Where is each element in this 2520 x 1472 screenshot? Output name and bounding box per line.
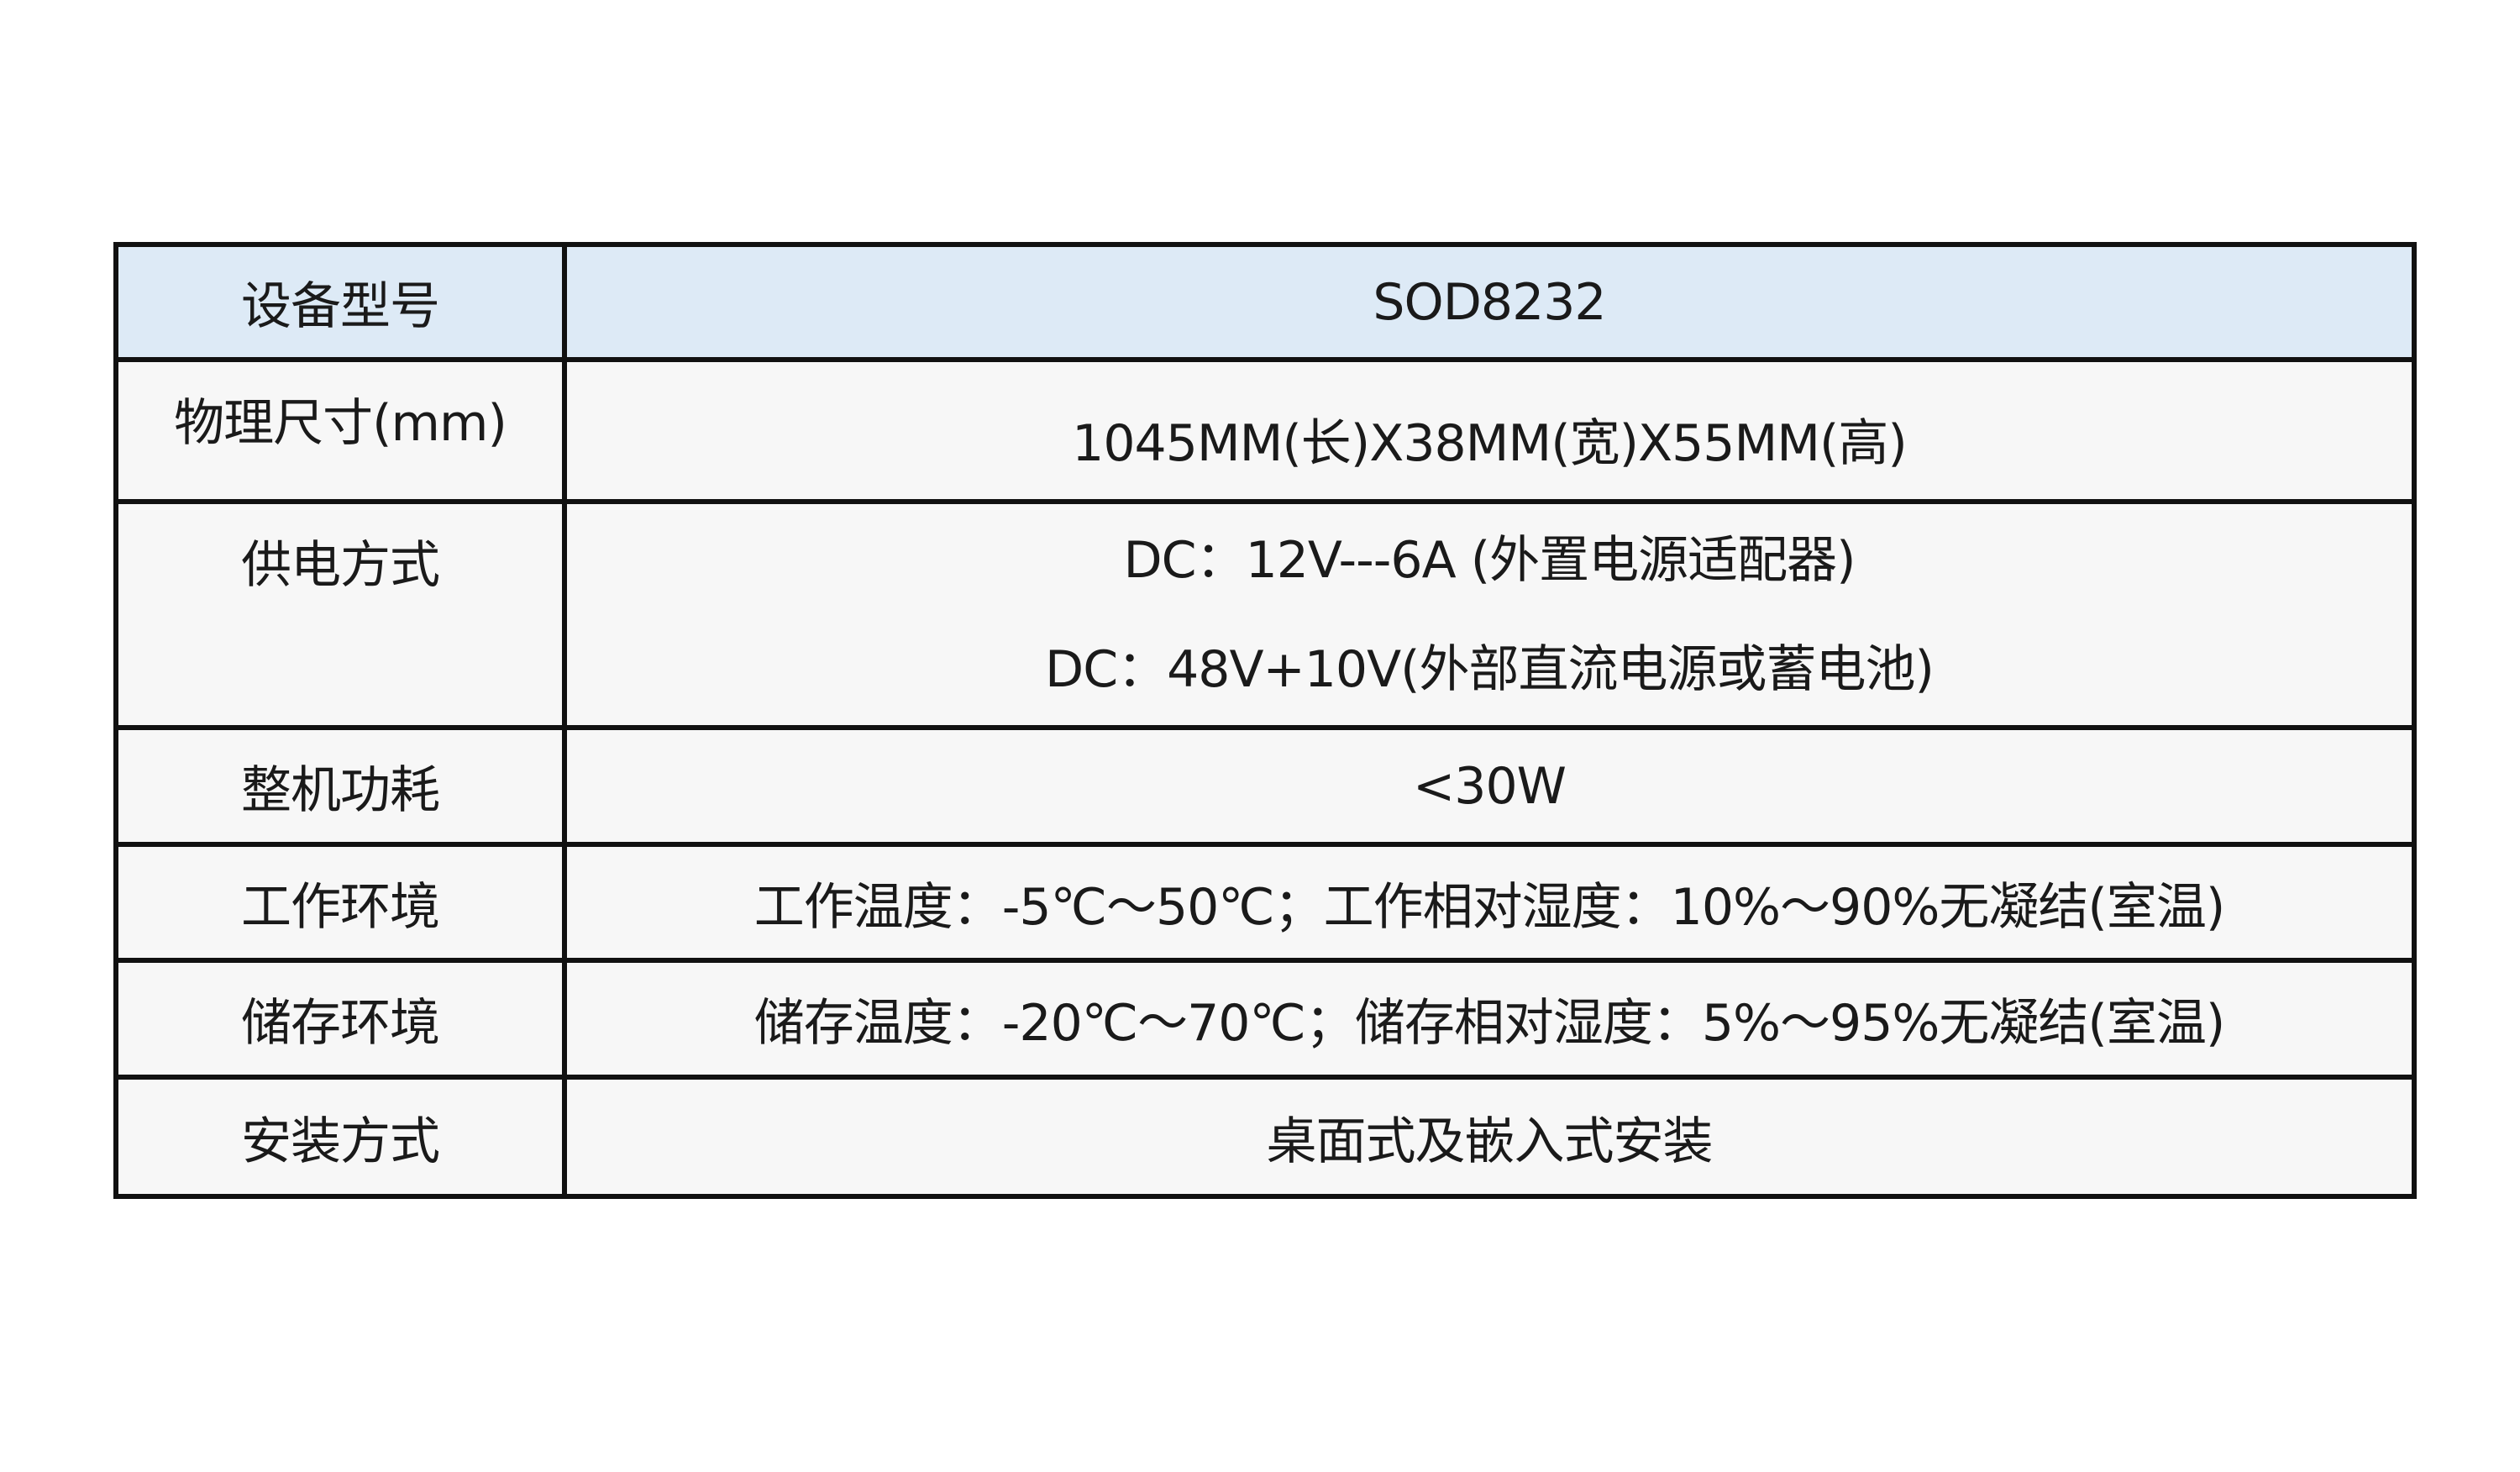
row-value: SOD8232: [562, 242, 2417, 362]
row-value: 储存温度：-20℃～70℃；储存相对湿度：5%～95%无凝结(室温): [562, 958, 2417, 1080]
table-row-installation: 安装方式 桌面式及嵌入式安装: [113, 1075, 2417, 1199]
row-value: 工作温度：-5℃～50℃；工作相对湿度：10%～90%无凝结(室温): [562, 842, 2417, 963]
power-option-2: DC：48V+10V(外部直流电源或蓄电池): [1045, 639, 1935, 699]
row-value: DC：12V---6A (外置电源适配器) DC：48V+10V(外部直流电源或…: [562, 499, 2417, 730]
table-row-power-supply: 供电方式 DC：12V---6A (外置电源适配器) DC：48V+10V(外部…: [113, 499, 2417, 730]
row-label: 安装方式: [113, 1075, 567, 1199]
row-value: 桌面式及嵌入式安装: [562, 1075, 2417, 1199]
table-row-storage-environment: 储存环境 储存温度：-20℃～70℃；储存相对湿度：5%～95%无凝结(室温): [113, 958, 2417, 1080]
table-row-model: 设备型号 SOD8232: [113, 242, 2417, 362]
row-label: 工作环境: [113, 842, 567, 963]
row-label: 物理尺寸(mm): [113, 357, 567, 504]
row-label: 整机功耗: [113, 725, 567, 847]
row-value: <30W: [562, 725, 2417, 847]
table-row-dimensions: 物理尺寸(mm) 1045MM(长)X38MM(宽)X55MM(高): [113, 357, 2417, 504]
table-row-operating-environment: 工作环境 工作温度：-5℃～50℃；工作相对湿度：10%～90%无凝结(室温): [113, 842, 2417, 963]
row-label: 储存环境: [113, 958, 567, 1080]
row-label: 供电方式: [113, 499, 567, 730]
power-option-1: DC：12V---6A (外置电源适配器): [1123, 530, 1856, 590]
table-row-power-consumption: 整机功耗 <30W: [113, 725, 2417, 847]
spec-table: 设备型号 SOD8232 物理尺寸(mm) 1045MM(长)X38MM(宽)X…: [113, 242, 2417, 1199]
row-label: 设备型号: [113, 242, 567, 362]
row-value: 1045MM(长)X38MM(宽)X55MM(高): [562, 357, 2417, 504]
